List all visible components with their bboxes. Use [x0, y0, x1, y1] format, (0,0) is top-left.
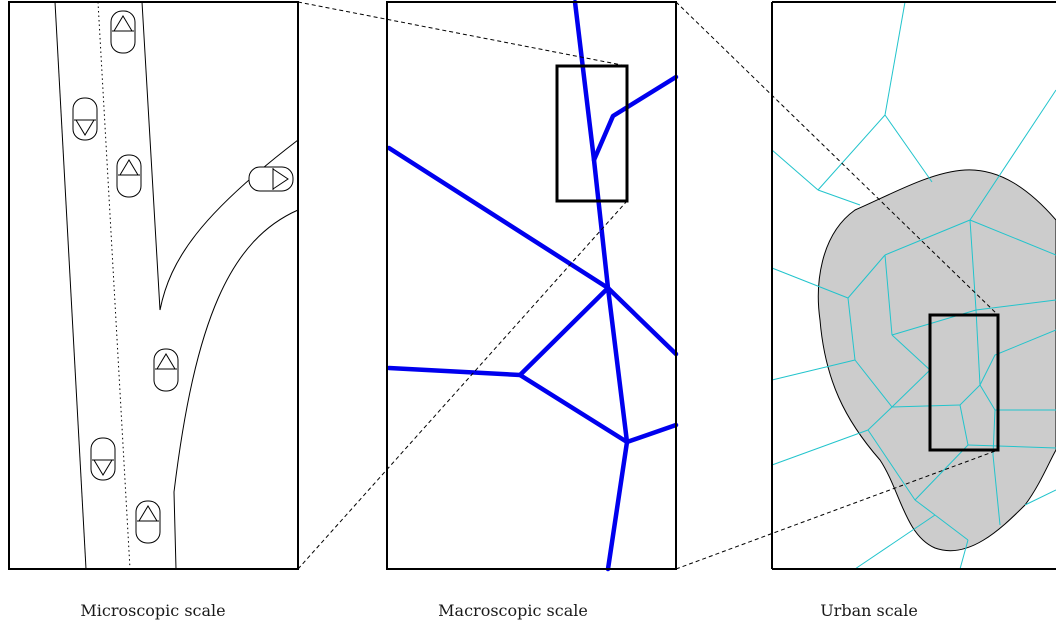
- road-ramp-edge: [173, 209, 299, 570]
- road-network: [386, 0, 679, 572]
- vehicle: [72, 97, 98, 141]
- urban-panel: [771, 1, 1056, 570]
- branch-road-south: [517, 372, 679, 445]
- road-left-edge: [54, 1, 87, 570]
- branch-road-west: [386, 285, 611, 378]
- connector-urban-macro-top: [675, 1, 999, 316]
- urban-network: [771, 1, 1056, 570]
- urban-zoom-box: [928, 313, 1000, 452]
- vehicle: [135, 500, 161, 544]
- connector-urban-macro-bottom: [675, 449, 999, 570]
- vehicle: [116, 154, 142, 198]
- urban-area: [817, 169, 1056, 552]
- road-lines: [54, 1, 299, 570]
- caption-urban: Urban scale: [820, 601, 918, 620]
- caption-macroscopic: Macroscopic scale: [438, 601, 588, 620]
- macroscopic-zoom-box: [555, 64, 629, 203]
- vehicle: [153, 348, 179, 392]
- microscopic-frame: [8, 1, 299, 570]
- connector-macro-micro-bottom: [297, 200, 628, 570]
- macroscopic-panel: [386, 0, 679, 572]
- vehicles: [72, 10, 294, 544]
- branch-road-east: [591, 74, 679, 163]
- microscopic-panel: [8, 1, 299, 570]
- zoom-connectors: [297, 1, 999, 570]
- vehicle: [110, 10, 136, 54]
- vehicle: [90, 437, 116, 481]
- road-right-edge: [141, 1, 299, 311]
- road-center-dotted: [97, 1, 131, 570]
- branch-road-southeast: [605, 285, 679, 357]
- vehicle: [248, 166, 294, 192]
- caption-microscopic: Microscopic scale: [80, 601, 225, 620]
- branch-road-northwest: [386, 145, 611, 291]
- macroscopic-frame: [386, 1, 677, 570]
